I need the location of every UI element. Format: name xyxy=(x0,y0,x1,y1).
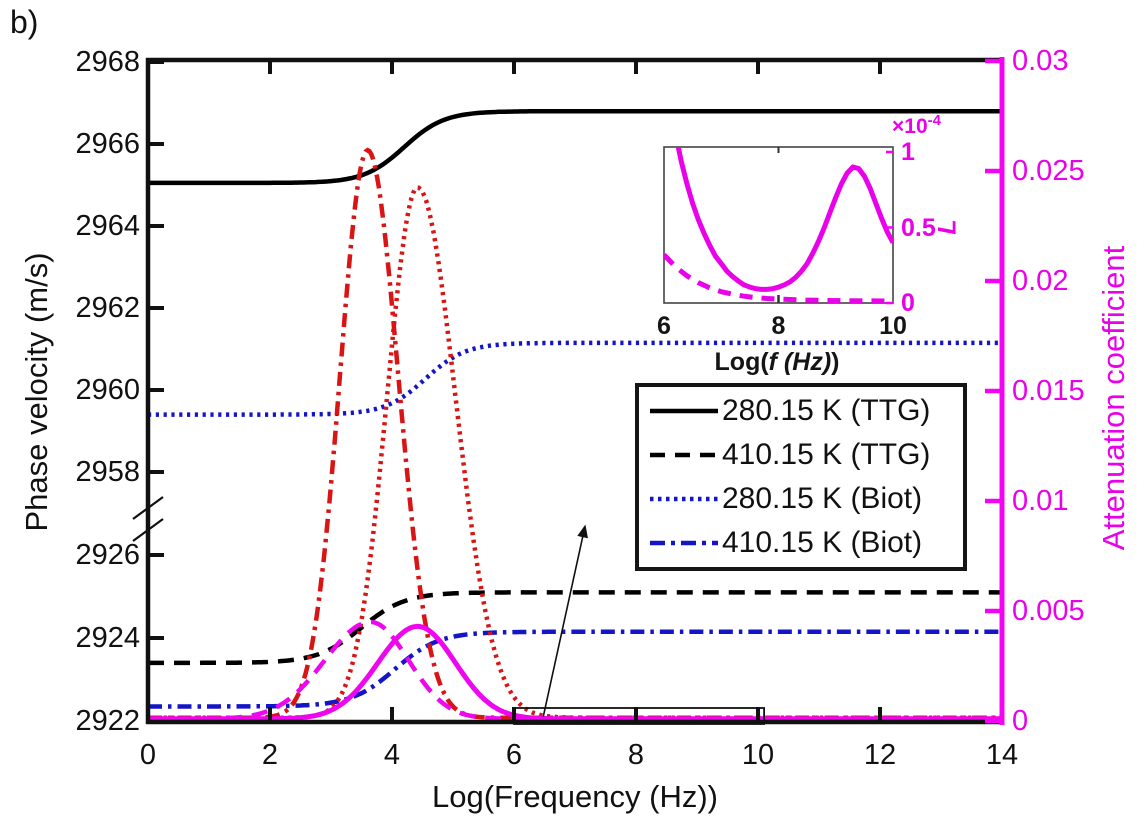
legend-label: 280.15 K (TTG) xyxy=(722,394,931,427)
axis-break-mark xyxy=(132,518,164,542)
legend-line-sample-dashdot xyxy=(650,540,718,546)
curve-410.15-k-biot- xyxy=(148,629,1002,709)
inset-curve-solid xyxy=(675,147,893,292)
curve-280.15-k-biot- xyxy=(148,340,1002,417)
curve-410.15-k-ttg- xyxy=(148,590,1002,666)
legend-line-sample-dashed xyxy=(650,452,718,458)
legend-label: 410.15 K (Biot) xyxy=(722,526,923,559)
zoom-region-box xyxy=(513,707,766,725)
legend-label: 410.15 K (TTG) xyxy=(722,438,931,471)
curve-attenuation-410.15-k-biot xyxy=(148,619,1001,722)
legend-item-410.15-k-biot-: 410.15 K (Biot) xyxy=(649,521,963,565)
legend-item-280.15-k-biot-: 280.15 K (Biot) xyxy=(649,477,963,521)
legend-line-sample-dotted xyxy=(650,496,718,502)
legend-label: 280.15 K (Biot) xyxy=(722,482,923,515)
curve-280.15-k-ttg- xyxy=(148,108,1002,186)
legend-item-410.15-k-ttg-: 410.15 K (TTG) xyxy=(649,433,963,477)
inset-curve-dashed xyxy=(664,252,893,303)
axis-break-mark xyxy=(132,496,164,520)
legend-line-sample-solid xyxy=(650,408,718,414)
legend: 280.15 K (TTG) 410.15 K (TTG) 280.15 K (Bi… xyxy=(635,383,967,571)
legend-item-280.15-k-ttg-: 280.15 K (TTG) xyxy=(649,389,963,433)
zoom-arrow xyxy=(542,524,588,717)
